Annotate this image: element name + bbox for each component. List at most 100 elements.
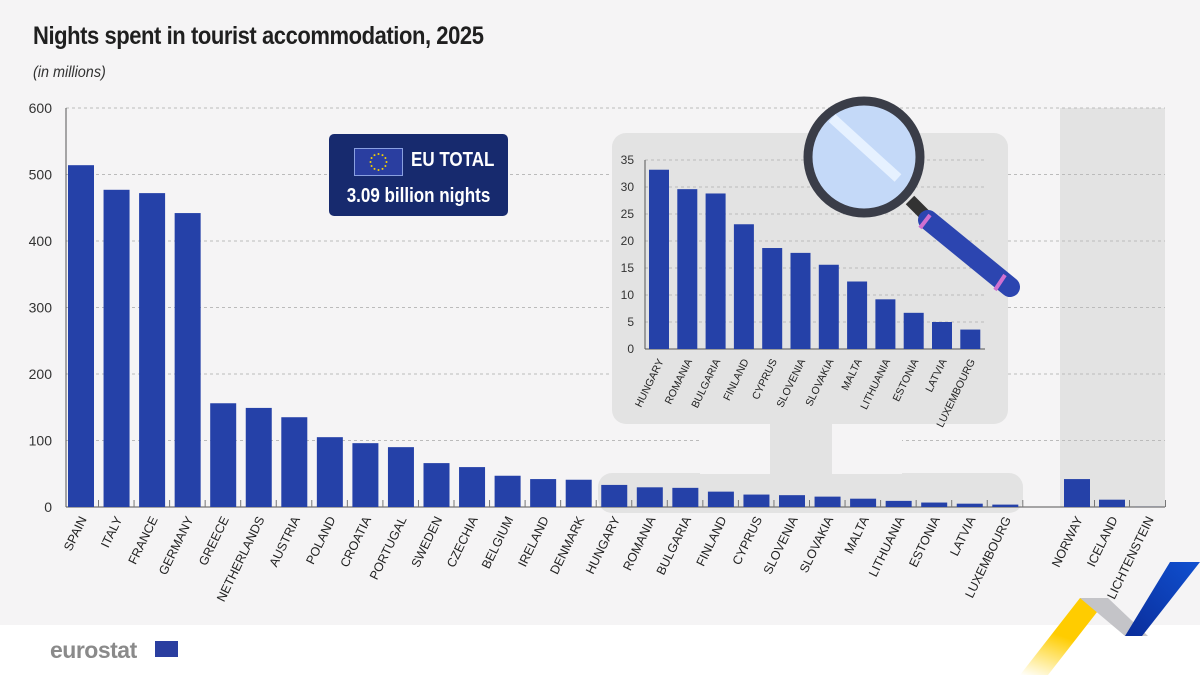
chart-subtitle: (in millions) <box>33 64 106 81</box>
inset-y-tick-label: 35 <box>621 153 635 167</box>
x-tick-label: ROMANIA <box>620 514 658 573</box>
inset-y-tick-label: 25 <box>621 207 635 221</box>
star-icon <box>384 165 387 167</box>
bar-ireland <box>530 479 557 507</box>
star-icon <box>373 154 376 157</box>
inset-bar-bulgaria <box>705 193 726 349</box>
inset-bar-slovakia <box>818 264 839 349</box>
magnifying-glass-icon <box>803 96 1020 297</box>
inset-bar-romania <box>677 189 698 349</box>
inset-bar-cyprus <box>762 248 783 349</box>
bar-cyprus <box>743 494 770 507</box>
inset-y-tick-label: 20 <box>621 234 635 248</box>
bar-italy <box>103 189 130 508</box>
x-tick-label: NORWAY <box>1049 514 1086 570</box>
star-icon <box>384 157 387 159</box>
y-tick-label: 500 <box>29 167 53 183</box>
inset-bar-luxembourg <box>960 329 981 349</box>
star-icon <box>370 157 373 159</box>
x-tick-label: LITHUANIA <box>866 514 907 579</box>
inset-bar-finland <box>733 224 754 349</box>
bar-slovakia <box>814 496 841 507</box>
bar-austria <box>281 417 308 507</box>
y-tick-label: 600 <box>29 100 53 116</box>
chart-title: Nights spent in tourist accommodation, 2… <box>33 22 484 50</box>
star-icon <box>381 154 384 157</box>
x-tick-label: FRANCE <box>126 514 161 566</box>
handle-band <box>918 213 932 230</box>
star-icon <box>377 153 380 155</box>
bar-iceland <box>1099 499 1125 507</box>
magnifier-lens <box>803 96 925 218</box>
bar-norway <box>1064 479 1090 507</box>
handle-band <box>993 273 1007 292</box>
x-tick-label: POLAND <box>303 514 338 566</box>
connector-cut <box>700 424 770 474</box>
x-tick-label: SLOVENIA <box>761 514 801 577</box>
bar-netherlands <box>245 407 272 507</box>
x-tick-label: ICELAND <box>1084 514 1120 569</box>
x-tick-label: ESTONIA <box>906 514 943 570</box>
bar-malta <box>850 498 877 507</box>
x-tick-label: FINLAND <box>694 514 730 568</box>
inset-y-tick-label: 10 <box>621 288 635 302</box>
inset-y-tick-label: 0 <box>627 342 634 356</box>
y-tick-label: 100 <box>29 433 53 449</box>
x-tick-label: MALTA <box>842 514 872 557</box>
star-icon <box>377 169 380 171</box>
bar-poland <box>316 437 343 507</box>
star-icon <box>369 161 372 163</box>
bar-belgium <box>494 475 521 507</box>
bar-luxembourg <box>992 504 1019 507</box>
inset-bar-estonia <box>903 312 924 349</box>
inset-y-tick-label: 5 <box>627 315 634 329</box>
bar-czechia <box>459 467 486 507</box>
x-tick-label: HUNGARY <box>583 514 623 577</box>
bar-portugal <box>387 447 414 507</box>
x-tick-label: CYPRUS <box>730 514 765 567</box>
eu-flag-icon <box>354 148 403 176</box>
x-tick-label: CZECHIA <box>444 514 481 570</box>
x-tick-label: PORTUGAL <box>367 514 410 582</box>
bar-latvia <box>956 503 983 507</box>
x-tick-label: DENMARK <box>547 514 587 577</box>
star-icon <box>370 165 373 167</box>
x-tick-label: BELGIUM <box>479 514 516 571</box>
inset-bar-latvia <box>932 322 952 349</box>
x-tick-label: CROATIA <box>338 514 375 570</box>
x-tick-label: SLOVAKIA <box>797 514 837 575</box>
x-tick-label: IRELAND <box>516 514 552 569</box>
x-tick-label: SWEDEN <box>409 514 446 569</box>
inset-connector <box>770 410 832 480</box>
bar-finland <box>707 491 734 507</box>
bar-germany <box>174 213 201 507</box>
lens-glare <box>828 114 902 182</box>
y-tick-label: 0 <box>44 499 52 515</box>
inset-highlight-region <box>598 473 1023 513</box>
bar-sweden <box>423 463 450 507</box>
inset-y-tick-label: 15 <box>621 261 635 275</box>
x-tick-label: LATVIA <box>947 514 978 559</box>
star-icon <box>381 167 384 170</box>
bar-romania <box>636 487 663 507</box>
y-tick-label: 200 <box>29 366 53 382</box>
eu-total-box: EU TOTAL 3.09 billion nights <box>329 134 508 216</box>
x-tick-label: SPAIN <box>61 514 90 553</box>
bar-lithuania <box>885 500 912 507</box>
y-tick-label: 400 <box>29 233 53 249</box>
eu-flag-logo-icon <box>155 641 178 657</box>
star-icon <box>385 161 388 163</box>
connector-cut <box>832 424 902 474</box>
bar-estonia <box>921 502 948 507</box>
bar-hungary <box>601 484 628 507</box>
eu-total-value: 3.09 billion nights <box>346 185 491 207</box>
eu-total-label: EU TOTAL <box>411 149 495 171</box>
bar-greece <box>210 403 237 507</box>
inset-bar-malta <box>847 281 868 349</box>
star-icon <box>373 167 376 170</box>
bar-denmark <box>565 479 592 507</box>
x-tick-label: BULGARIA <box>654 514 695 578</box>
inset-bar-lithuania <box>875 299 896 349</box>
inset-y-tick-label: 30 <box>621 180 635 194</box>
